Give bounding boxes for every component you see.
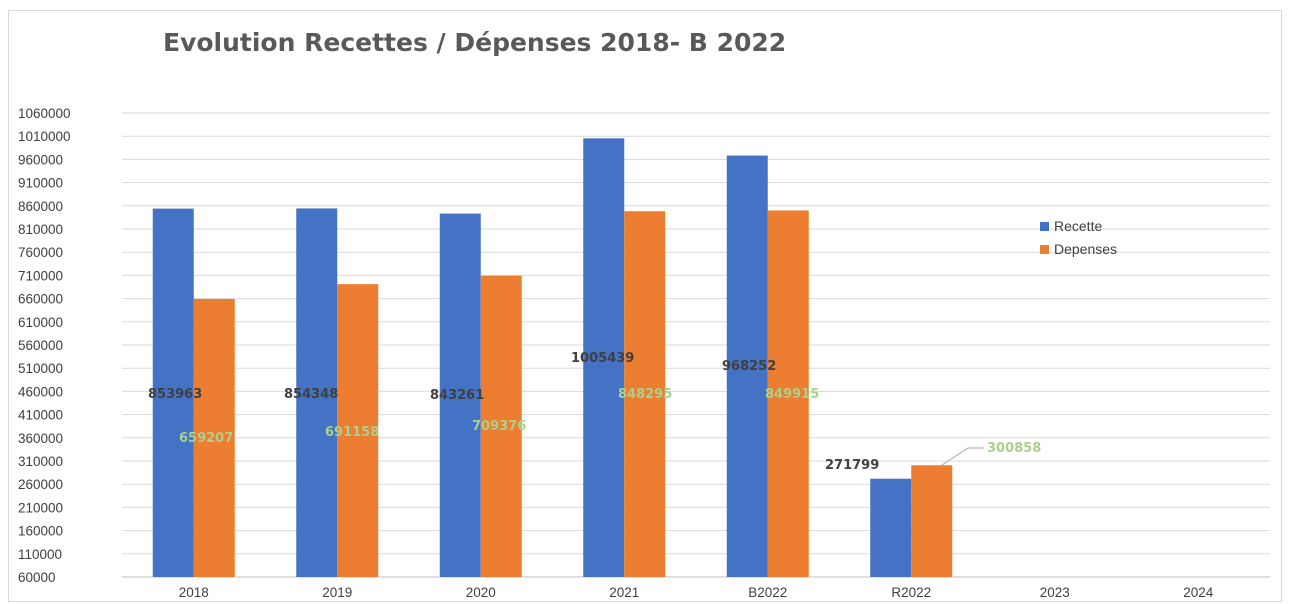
data-label-recette: 853963 xyxy=(148,387,202,402)
x-tick-label: 2019 xyxy=(322,585,352,600)
y-tick-label: 60000 xyxy=(18,570,56,585)
y-tick-label: 360000 xyxy=(18,431,63,446)
y-tick-label: 160000 xyxy=(18,524,63,539)
x-tick-label: 2018 xyxy=(179,585,209,600)
legend-label-depenses: Depenses xyxy=(1054,241,1117,257)
bar-depenses-2021 xyxy=(624,211,666,577)
data-label-depenses: 659207 xyxy=(179,431,233,446)
y-tick-label: 810000 xyxy=(18,222,63,237)
y-tick-label: 860000 xyxy=(18,199,63,214)
bar-recette-r2022 xyxy=(870,478,912,577)
bar-recette-2019 xyxy=(296,208,338,577)
y-tick-label: 610000 xyxy=(18,315,63,330)
legend-label-recette: Recette xyxy=(1054,218,1102,234)
y-tick-label: 1060000 xyxy=(18,106,71,121)
chart-title: Evolution Recettes / Dépenses 2018- B 20… xyxy=(163,28,787,57)
y-tick-label: 660000 xyxy=(18,292,63,307)
x-tick-label: 2024 xyxy=(1183,585,1214,600)
bar-recette-2021 xyxy=(583,138,625,578)
bar-depenses-2018 xyxy=(193,298,235,577)
bar-recette-2020 xyxy=(439,213,481,577)
legend-swatch-recette xyxy=(1040,222,1049,231)
data-label-depenses: 849915 xyxy=(765,387,819,402)
y-tick-label: 410000 xyxy=(18,408,63,423)
y-tick-label: 210000 xyxy=(18,500,63,515)
y-tick-label: 310000 xyxy=(18,454,63,469)
data-label-depenses: 848295 xyxy=(618,387,672,402)
bar-depenses-b2022 xyxy=(767,210,809,578)
bar-depenses-r2022 xyxy=(911,465,953,577)
y-tick-label: 560000 xyxy=(18,338,63,353)
y-tick-label: 460000 xyxy=(18,384,63,399)
x-tick-label: R2022 xyxy=(891,585,931,600)
y-tick-label: 510000 xyxy=(18,361,63,376)
data-label-recette: 271799 xyxy=(825,458,879,473)
bar-depenses-2019 xyxy=(337,284,379,577)
data-label-recette: 968252 xyxy=(722,359,776,374)
x-tick-label: 2023 xyxy=(1040,585,1070,600)
data-label-depenses: 300858 xyxy=(987,441,1041,456)
x-tick-label: B2022 xyxy=(748,585,787,600)
data-label-recette: 854348 xyxy=(284,387,338,402)
data-label-recette: 843261 xyxy=(430,388,484,403)
data-label-recette: 1005439 xyxy=(571,351,634,366)
y-tick-label: 260000 xyxy=(18,477,63,492)
bar-depenses-2020 xyxy=(480,275,522,577)
x-tick-label: 2021 xyxy=(609,585,639,600)
bar-recette-b2022 xyxy=(726,155,768,577)
data-label-depenses: 709376 xyxy=(472,419,526,434)
bar-recette-2018 xyxy=(152,208,194,577)
y-tick-label: 960000 xyxy=(18,152,63,167)
y-tick-label: 760000 xyxy=(18,245,63,260)
legend-swatch-depenses xyxy=(1040,245,1049,254)
y-tick-label: 710000 xyxy=(18,268,63,283)
data-label-leader-line xyxy=(941,447,984,466)
y-tick-label: 910000 xyxy=(18,176,63,191)
x-tick-label: 2020 xyxy=(466,585,496,600)
y-tick-label: 1010000 xyxy=(18,129,71,144)
data-label-depenses: 691158 xyxy=(325,425,379,440)
y-tick-label: 110000 xyxy=(18,547,62,562)
